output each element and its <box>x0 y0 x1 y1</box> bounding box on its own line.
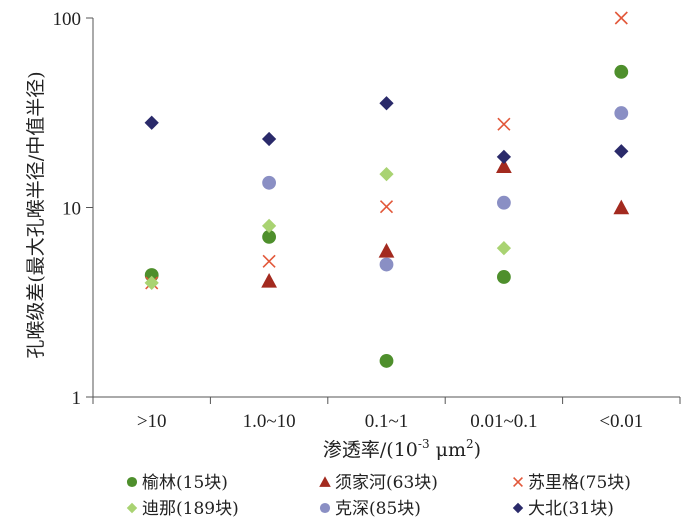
legend-label: 迪那(189块) <box>142 499 239 519</box>
y-axis-title: 孔喉级差(最大孔喉半径/中值半径) <box>25 71 47 358</box>
x-tick-label: 1.0~10 <box>243 411 296 432</box>
legend-marker <box>126 502 138 514</box>
data-point <box>379 257 394 272</box>
data-point <box>262 229 276 244</box>
data-point <box>614 106 629 120</box>
legend-label: 榆林(15块) <box>142 473 228 493</box>
data-point <box>379 354 394 368</box>
legend-label: 克深(85块) <box>335 499 421 519</box>
legend-label: 须家河(63块) <box>335 473 438 493</box>
data-point <box>614 144 629 159</box>
x-axis-title: 渗透率/(10-3 μm2) <box>323 437 481 461</box>
x-ticks: >10 1.0~10 0.1~1 0.01~0.1 <0.01 <box>92 397 681 432</box>
x-axis-title-square: 2 <box>466 437 474 451</box>
data-point <box>497 195 511 210</box>
y-tick-label: 10 <box>62 199 81 220</box>
data-point <box>144 115 159 130</box>
data-point <box>262 254 276 268</box>
data-point <box>379 200 394 214</box>
data-point <box>379 167 394 182</box>
data-point <box>497 117 511 131</box>
data-point <box>496 149 512 164</box>
data-point <box>261 273 277 288</box>
data-point <box>496 158 512 173</box>
x-tick-label: <0.01 <box>599 411 643 432</box>
x-tick-label: 0.1~1 <box>365 411 409 432</box>
data-point <box>378 243 395 258</box>
data-point <box>614 11 628 25</box>
data-point <box>497 270 511 284</box>
x-axis-title-main: 渗透率/(10 <box>323 439 418 461</box>
legend-label: 苏里格(75块) <box>528 473 631 493</box>
legend-label: 大北(31块) <box>528 499 614 519</box>
x-tick-label: >10 <box>137 411 167 432</box>
data-point <box>262 175 276 190</box>
data-point <box>144 275 159 291</box>
legend-marker <box>319 502 331 514</box>
y-ticks: 1 10 100 <box>53 9 93 409</box>
x-axis-title-exponent: -3 <box>418 437 430 451</box>
x-tick-label: 0.01~0.1 <box>470 411 537 432</box>
x-axis-title-end: ) <box>474 439 481 461</box>
data-point <box>261 218 277 233</box>
data-points <box>144 11 630 368</box>
data-point <box>379 96 394 111</box>
data-point <box>496 241 512 256</box>
data-point <box>613 199 630 215</box>
legend-marker <box>319 476 331 487</box>
y-tick-label: 1 <box>72 388 82 409</box>
legend-marker <box>126 476 138 488</box>
legend-marker <box>512 502 524 514</box>
y-tick-label: 100 <box>53 9 82 30</box>
legend: 榆林(15块) 须家河(63块) 苏里格(75块) 迪那(189块) 克深(85块) 大北… <box>126 473 631 519</box>
x-axis-title-unit: μm <box>430 439 466 461</box>
data-point <box>614 64 629 79</box>
legend-marker <box>513 477 523 487</box>
data-point <box>261 131 277 147</box>
